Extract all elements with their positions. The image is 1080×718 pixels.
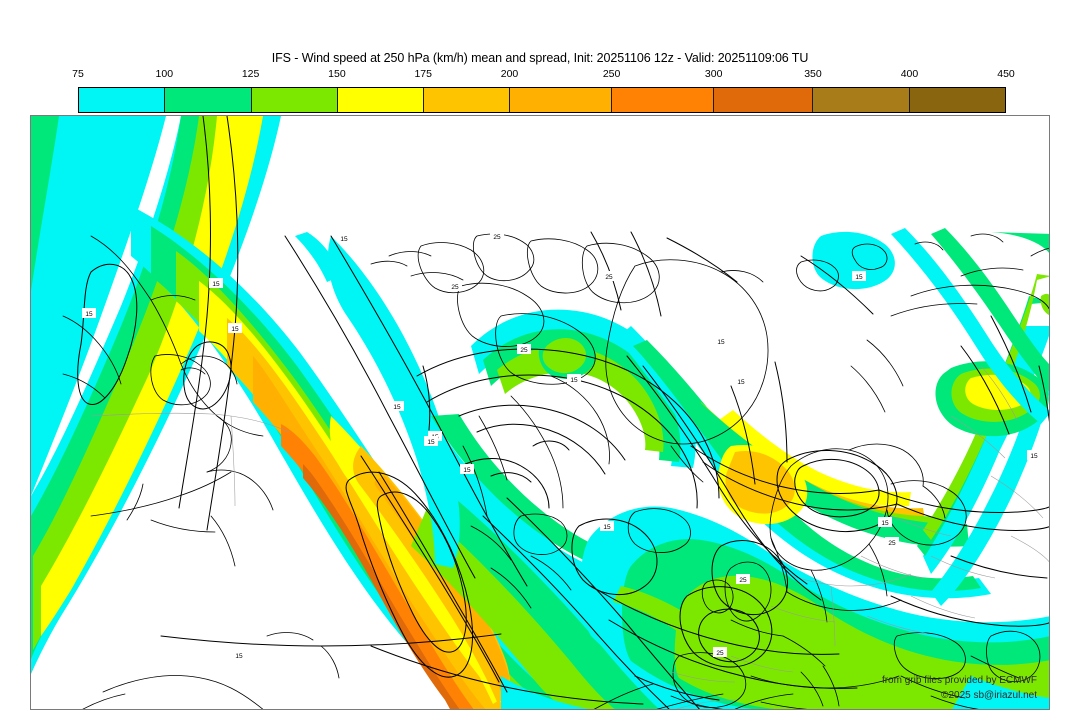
svg-text:15: 15: [340, 236, 348, 243]
svg-text:15: 15: [231, 326, 239, 333]
colorbar-tick-400: 400: [900, 68, 919, 80]
colorbar-tick-450: 450: [997, 68, 1015, 80]
svg-text:15: 15: [212, 281, 220, 288]
svg-text:25: 25: [493, 234, 501, 241]
svg-text:25: 25: [520, 347, 528, 354]
svg-text:15: 15: [570, 377, 578, 384]
svg-text:25: 25: [605, 274, 613, 281]
page-title: IFS - Wind speed at 250 hPa (km/h) mean …: [271, 51, 809, 65]
contour-labels: 15 15 15 25: [82, 231, 1041, 660]
colorbar-tick-300: 300: [704, 68, 723, 80]
colorbar-band-150-175: [337, 88, 425, 112]
svg-text:15: 15: [737, 379, 745, 386]
colorbar-tick-75: 75: [72, 68, 84, 80]
colorbar-band-400-450: [909, 88, 1005, 112]
colorbar-band-200-250: [510, 88, 613, 112]
colorbar-bands: [78, 87, 1006, 113]
svg-text:15: 15: [393, 404, 401, 411]
svg-text:25: 25: [739, 577, 747, 584]
svg-text:15: 15: [855, 274, 863, 281]
colorbar-band-125-150: [251, 88, 338, 112]
svg-text:25: 25: [451, 284, 459, 291]
spread-contours: [77, 116, 1049, 709]
colorbar-band-350-400: [813, 88, 910, 112]
svg-text:15: 15: [463, 467, 471, 474]
colorbar-tick-250: 250: [602, 68, 621, 80]
svg-text:15: 15: [717, 339, 725, 346]
colorbar-band-100-125: [165, 88, 252, 112]
colorbar-tick-175: 175: [414, 68, 432, 80]
svg-text:15: 15: [85, 311, 93, 318]
colorbar-tick-350: 350: [804, 68, 822, 80]
map-canvas[interactable]: 15 15 15 25: [31, 116, 1050, 710]
svg-text:15: 15: [1030, 453, 1038, 460]
svg-text:15: 15: [235, 653, 243, 660]
svg-text:25: 25: [716, 650, 724, 657]
colorbar-tick-labels: 75 100 125 150 175 200 250 300 350 400 450: [72, 68, 1015, 84]
colorbar-band-300-350: [714, 88, 814, 112]
colorbar-band-75-100: [79, 88, 166, 112]
map-panel[interactable]: 15 15 15 25: [30, 115, 1050, 710]
colorbar-tick-200: 200: [500, 68, 519, 80]
colorbar-band-175-200: [424, 88, 511, 112]
svg-text:25: 25: [888, 540, 896, 547]
colorbar-tick-125: 125: [241, 68, 260, 80]
country-borders: [90, 365, 1049, 683]
svg-text:15: 15: [881, 520, 889, 527]
svg-text:15: 15: [603, 524, 611, 531]
colorbar-tick-150: 150: [328, 68, 346, 80]
colorbar: 75 100 125 150 175 200 250 300 350 400 450: [72, 68, 1015, 113]
colorbar-band-250-300: [612, 88, 715, 112]
colorbar-tick-100: 100: [155, 68, 174, 80]
svg-text:15: 15: [427, 439, 435, 446]
windspeed-shading: [31, 116, 1049, 709]
